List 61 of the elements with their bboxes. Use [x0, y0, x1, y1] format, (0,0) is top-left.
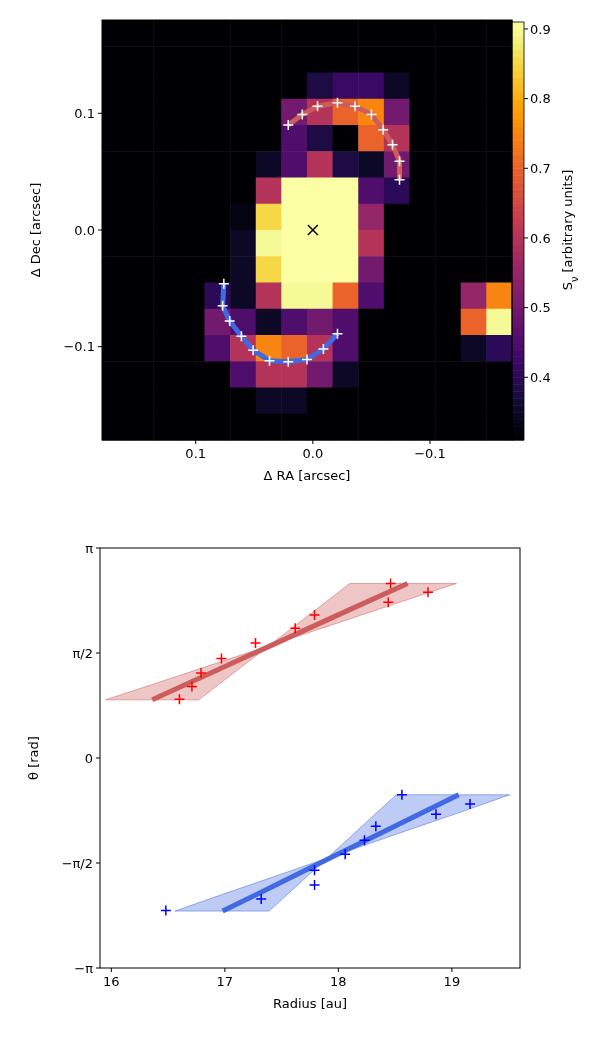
point	[173, 693, 186, 705]
point	[218, 277, 230, 290]
x-tick-label: 17	[216, 974, 234, 989]
color-bar-label: 0.7	[530, 160, 551, 176]
point	[289, 622, 301, 635]
point	[216, 300, 229, 312]
y-tick-label: −π/2	[61, 855, 93, 871]
color-bar-label: 0.8	[530, 91, 551, 107]
y-tick-label: π	[85, 540, 94, 556]
x-tick-label: 16	[103, 974, 120, 989]
point	[393, 174, 406, 186]
point	[422, 586, 434, 598]
y-tick-label: −π	[74, 960, 94, 976]
x-tick-label: 0.0	[302, 446, 324, 461]
point	[249, 637, 262, 649]
point	[247, 344, 259, 356]
point	[308, 864, 321, 877]
point	[301, 353, 313, 366]
point	[331, 328, 344, 340]
point	[430, 808, 442, 820]
y-tick-label: 0.1	[74, 105, 95, 121]
x-axis-title: Δ RA [arcsec]	[263, 468, 351, 483]
point	[195, 667, 207, 679]
color-bar-label: 0.6	[530, 230, 551, 246]
point	[296, 108, 309, 121]
color-bar-label: 0.5	[530, 300, 551, 316]
x-tick-label: 18	[330, 974, 347, 989]
point	[223, 315, 236, 327]
point	[308, 609, 321, 621]
x-axis-title: Radius [au]	[272, 996, 348, 1011]
color-bar-label: 0.4	[530, 369, 551, 385]
x-tick-label: 19	[443, 974, 461, 989]
point	[339, 848, 351, 861]
y-tick-label: 0.0	[74, 222, 95, 238]
point	[349, 100, 361, 113]
point	[464, 798, 476, 810]
point	[384, 577, 397, 590]
x-tick-label: −0.1	[414, 446, 446, 461]
point	[282, 119, 295, 131]
point	[308, 879, 321, 891]
point	[215, 652, 228, 665]
point	[370, 820, 382, 832]
point	[160, 904, 172, 917]
point	[358, 834, 371, 846]
y-tick-label: π/2	[72, 645, 93, 661]
point	[282, 356, 295, 368]
point	[255, 893, 267, 905]
y-axis-title: θ [rad]	[26, 736, 41, 780]
point	[307, 224, 319, 236]
x-tick-label: 0.1	[185, 446, 207, 461]
y-tick-label: −0.1	[63, 339, 95, 355]
y-axis-title: Δ Dec [arcsec]	[28, 182, 43, 278]
point	[331, 97, 344, 109]
y-tick-label: 0	[84, 750, 93, 766]
color-bar-label: 0.9	[530, 21, 551, 37]
point	[235, 330, 248, 342]
point	[377, 123, 389, 136]
point	[186, 680, 198, 693]
point	[382, 596, 395, 608]
point	[263, 354, 276, 367]
point	[396, 789, 408, 801]
